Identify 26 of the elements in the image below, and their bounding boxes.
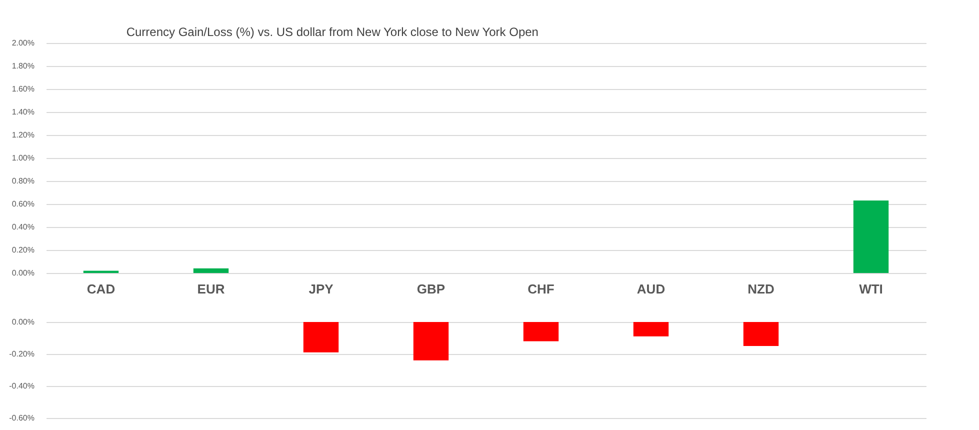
y-tick-label: 0.20%	[12, 246, 34, 254]
y-tick-label: 1.80%	[12, 62, 34, 70]
y-tick-label: -0.60%	[9, 414, 34, 422]
y-tick-label: 2.00%	[12, 38, 34, 48]
x-tick-label: JPY	[308, 282, 334, 296]
bar	[853, 200, 889, 273]
chart-title: Currency Gain/Loss (%) vs. US dollar from New York close to New York Open	[126, 25, 538, 39]
x-tick-label: CHF	[528, 282, 554, 296]
y-tick-label: 0.00%	[12, 268, 34, 278]
x-tick-label: NZD	[748, 282, 774, 296]
y-tick-label: -0.40%	[9, 382, 34, 390]
y-tick-label: 0.40%	[12, 222, 34, 232]
bar	[193, 268, 229, 273]
x-tick-label: GBP	[416, 282, 446, 296]
x-tick-label: WTI	[859, 282, 883, 296]
y-tick-label: -0.20%	[9, 350, 34, 358]
y-tick-label: 0.80%	[12, 176, 34, 186]
x-tick-label: CAD	[86, 282, 116, 296]
y-tick-label: 0.60%	[12, 200, 34, 208]
y-tick-label: 1.20%	[12, 130, 34, 140]
x-tick-label: AUD	[636, 282, 666, 296]
x-tick-label: EUR	[197, 282, 226, 296]
y-tick-label: 1.00%	[12, 154, 34, 162]
y-tick-label: 1.40%	[12, 108, 34, 116]
y-tick-label: 1.60%	[12, 84, 34, 94]
y-tick-label: 0.00%	[12, 318, 34, 326]
